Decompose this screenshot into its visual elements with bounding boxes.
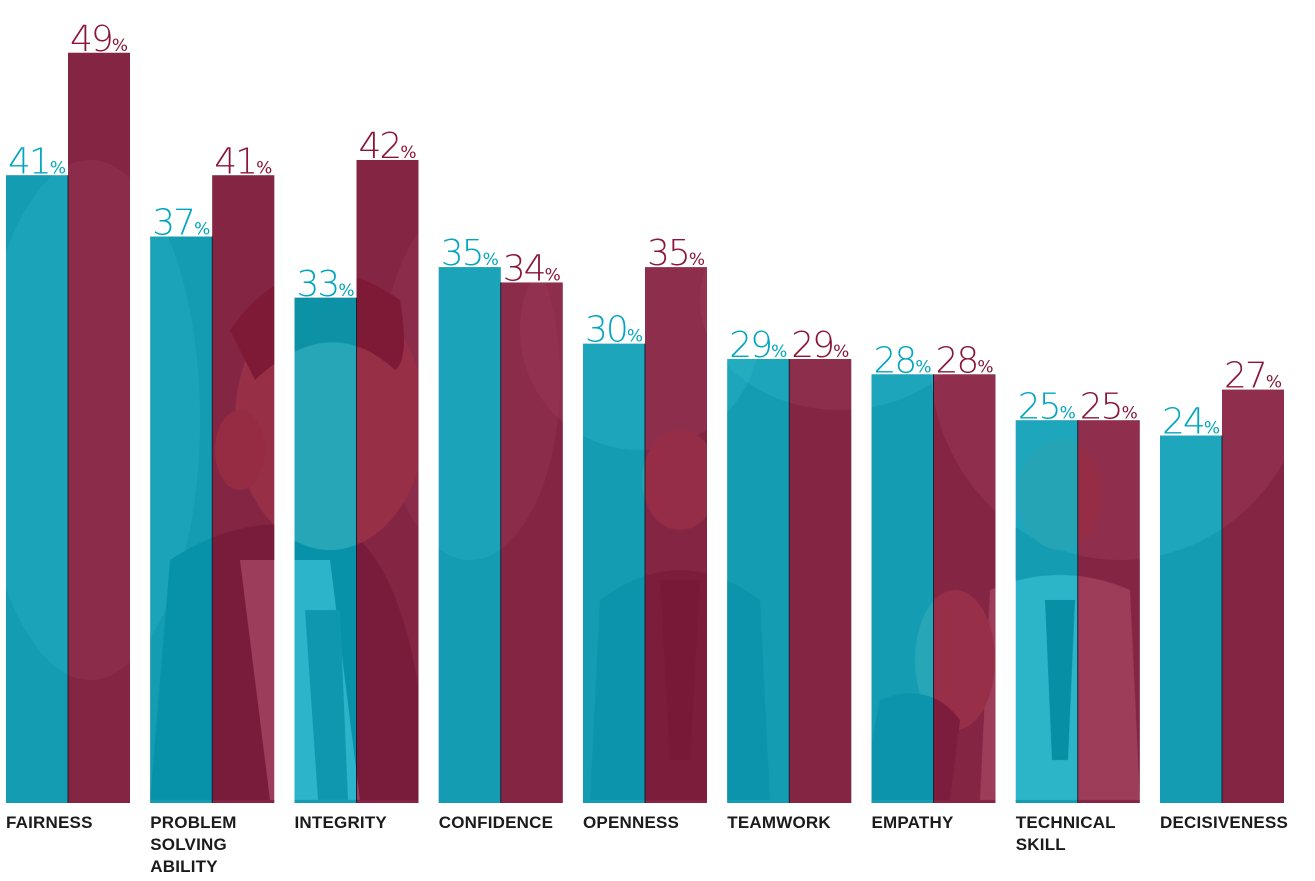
tick-label: TEAMWORK [727,812,857,834]
tick-label: PROBLEM SOLVING ABILITY [150,812,280,878]
bar-problem-solving-ability-series-1 [150,237,212,803]
tick-label: INTEGRITY [295,812,425,834]
data-label: 41% [8,141,66,182]
bar-problem-solving-ability-series-2 [212,175,274,803]
data-label: 35% [647,233,705,274]
bar-confidence-series-1 [439,267,501,803]
bar-empathy-series-2 [934,374,996,803]
data-label: 27% [1224,356,1282,397]
bar-decisiveness-series-2 [1222,390,1284,803]
bar-empathy-series-1 [872,374,934,803]
tick-label: OPENNESS [583,812,713,834]
data-label: 34% [503,248,561,289]
bar-technical-skill-series-2 [1078,420,1140,803]
bar-openness-series-2 [645,267,707,803]
data-label: 25% [1018,386,1076,427]
bar-integrity-series-2 [357,160,419,803]
data-label: 35% [441,233,499,274]
bar-fairness-series-1 [6,175,68,803]
tick-label: CONFIDENCE [439,812,569,834]
data-label: 42% [359,126,417,167]
data-label: 49% [70,19,128,60]
tick-label: FAIRNESS [6,812,136,834]
bar-teamwork-series-2 [789,359,851,803]
data-label: 37% [152,203,210,244]
data-label: 29% [791,325,849,366]
bar-technical-skill-series-1 [1016,420,1078,803]
data-label: 41% [214,141,272,182]
data-label: 28% [936,340,994,381]
tick-label: EMPATHY [872,812,1002,834]
data-label: 24% [1162,402,1220,443]
bar-decisiveness-series-1 [1160,436,1222,803]
data-label: 25% [1080,386,1138,427]
bar-integrity-series-1 [295,298,357,803]
bar-openness-series-1 [583,344,645,803]
data-label: 28% [874,340,932,381]
bar-fairness-series-2 [68,53,130,803]
bar-teamwork-series-1 [727,359,789,803]
data-label: 33% [297,264,355,305]
tick-label: TECHNICAL SKILL [1016,812,1146,856]
tick-label: DECISIVENESS [1160,812,1290,834]
data-label: 29% [729,325,787,366]
data-label: 30% [585,310,643,351]
bar-confidence-series-2 [501,282,563,803]
